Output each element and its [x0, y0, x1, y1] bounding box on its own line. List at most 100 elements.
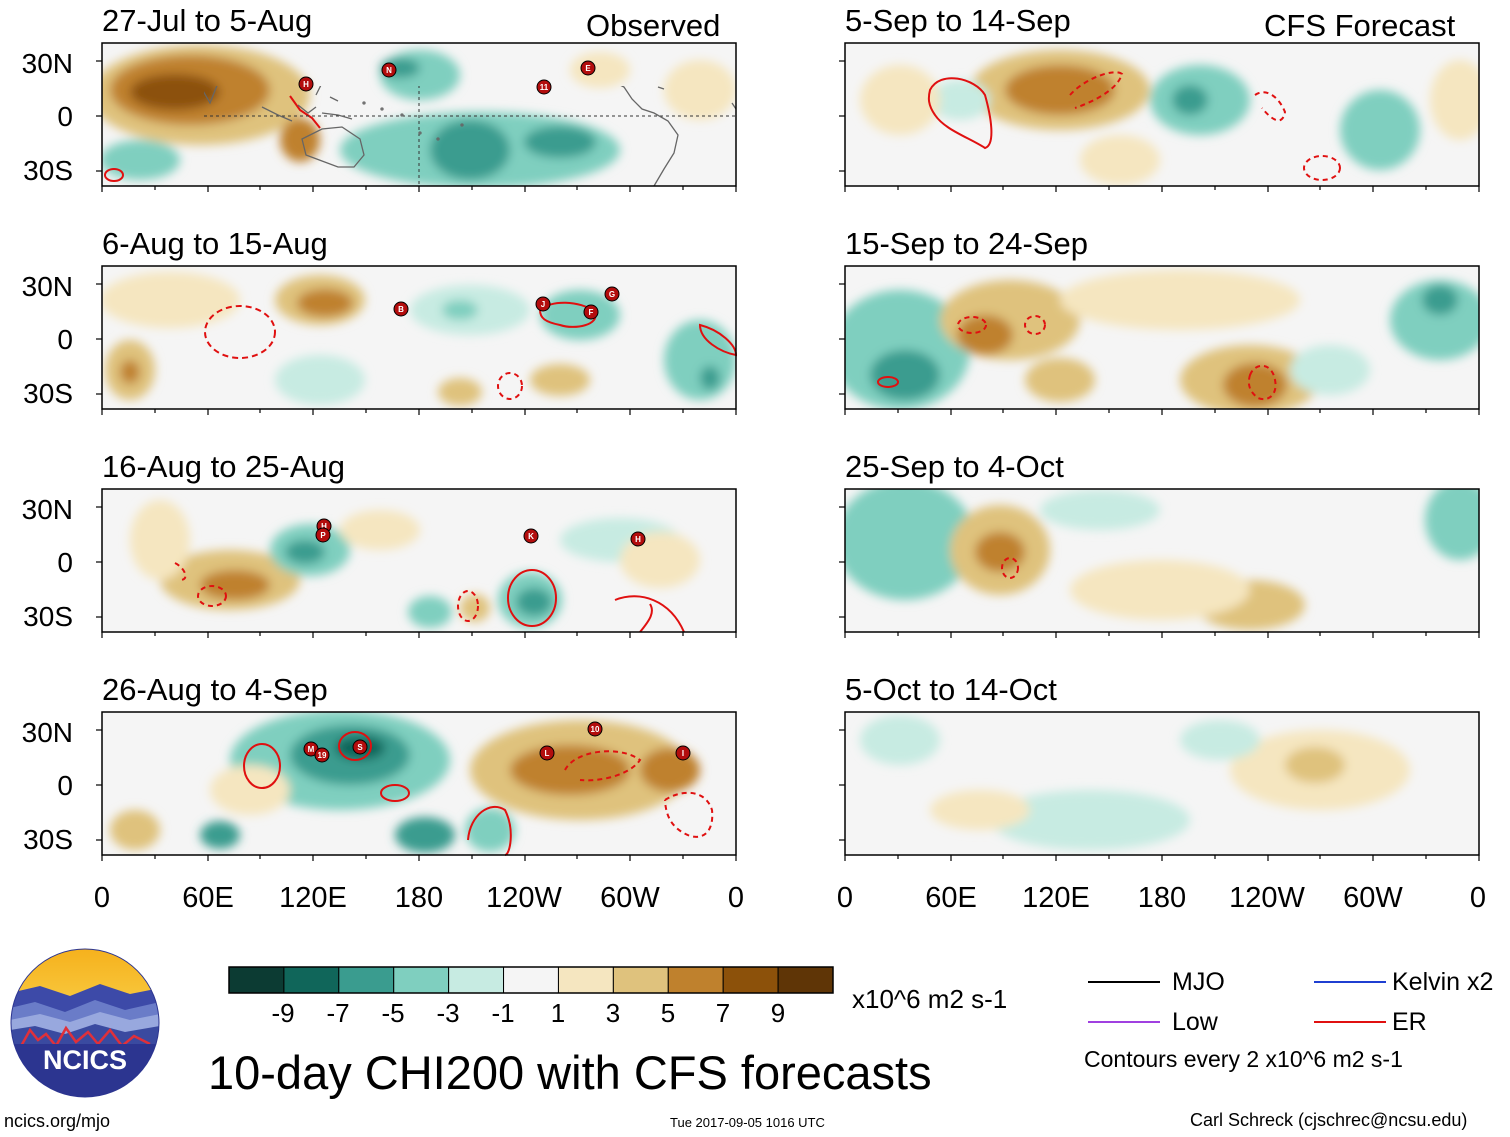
legend-er: [1314, 1008, 1386, 1034]
colorbar-tick: 1: [550, 998, 566, 1028]
lat-label-eq: 0: [57, 101, 73, 132]
colorbar-tick: 9: [770, 998, 786, 1028]
panel-title: 5-Oct to 14-Oct: [845, 672, 1057, 707]
map-panel-forecast-3: [838, 488, 1480, 639]
storm-label: H: [635, 535, 641, 544]
storm-marker: M: [303, 741, 319, 757]
colorbar-units: x10^6 m2 s-1: [852, 984, 1008, 1014]
lon-label: 180: [394, 882, 444, 914]
storm-marker: 11: [536, 79, 552, 95]
storm-marker: 10: [587, 721, 603, 737]
map-panel-forecast-4: [838, 711, 1480, 862]
lon-label: 0: [93, 882, 111, 914]
main-title: 10-day CHI200 with CFS forecasts: [208, 1046, 932, 1099]
legend-mjo-line: [1088, 981, 1160, 983]
map-panel-observed-4: [95, 711, 737, 862]
colorbar-tick: 5: [660, 998, 676, 1028]
lon-label: 60E: [925, 882, 977, 914]
storm-label: F: [589, 308, 594, 317]
storm-marker: K: [523, 528, 539, 544]
storm-marker: L: [539, 745, 555, 761]
lat-label-30s: 30S: [23, 824, 73, 855]
lon-label: 60W: [1343, 882, 1403, 914]
legend-kelvin-line: [1314, 981, 1386, 983]
colorbar-box: [557, 966, 614, 994]
storm-marker: 19: [314, 747, 330, 763]
colorbar-tick: 7: [715, 998, 731, 1028]
legend-er-line: [1314, 1021, 1386, 1023]
lon-label: 120W: [1229, 882, 1305, 914]
colorbar-box: [393, 966, 450, 994]
colorbar-box: [777, 966, 834, 994]
lon-label: 60W: [600, 882, 660, 914]
panel-title: 5-Sep to 14-Sep: [845, 3, 1071, 38]
ncics-logo: NCICS: [10, 948, 160, 1098]
lon-label: 0: [836, 882, 854, 914]
legend-low: [1088, 1008, 1160, 1034]
legend-low-line: [1088, 1021, 1160, 1023]
legend-er-label: ER: [1392, 1008, 1427, 1036]
colorbar-box: [283, 966, 340, 994]
storm-marker: N: [381, 62, 397, 78]
author: Carl Schreck (cjschrec@ncsu.edu): [1190, 1110, 1468, 1130]
colorbar-tick: -9: [271, 998, 295, 1028]
storm-marker: B: [393, 301, 409, 317]
panel-title: 16-Aug to 25-Aug: [102, 449, 346, 484]
panel-title: 6-Aug to 15-Aug: [102, 226, 328, 261]
storm-marker: J: [535, 296, 551, 312]
panel-title: 27-Jul to 5-Aug: [102, 3, 313, 38]
forecast-label: CFS Forecast: [1264, 8, 1456, 43]
colorbar: [228, 966, 834, 994]
colorbar-box: [338, 966, 395, 994]
storm-marker: H: [630, 531, 646, 547]
storm-marker: I: [675, 745, 691, 761]
lon-label: 0: [727, 882, 745, 914]
storm-label: E: [585, 64, 591, 73]
lon-label: 120E: [279, 882, 347, 914]
storm-label: B: [398, 305, 404, 314]
observed-label: Observed: [586, 8, 721, 43]
lon-label: 120E: [1022, 882, 1090, 914]
storm-label: J: [541, 300, 545, 309]
colorbar-tick: -7: [326, 998, 350, 1028]
colorbar-tick-labels: -9 -7 -5 -3 -1 1 3 5 7 9: [228, 998, 834, 1028]
colorbar-box: [448, 966, 505, 994]
colorbar-box: [667, 966, 724, 994]
storm-label: N: [386, 66, 392, 75]
lat-label-eq: 0: [57, 547, 73, 578]
storm-label: M: [308, 745, 315, 754]
lat-label-eq: 0: [57, 324, 73, 355]
colorbar-box: [722, 966, 779, 994]
contour-note: Contours every 2 x10^6 m2 s-1: [1084, 1046, 1403, 1072]
colorbar-box: [612, 966, 669, 994]
storm-marker: G: [604, 286, 620, 302]
lat-label-30n: 30N: [21, 271, 73, 302]
storm-label: G: [609, 290, 615, 299]
storm-label: 11: [540, 83, 549, 92]
legend: MJO Kelvin x2 Low ER Contours every 2 x1…: [1084, 968, 1508, 1078]
panel-title: 15-Sep to 24-Sep: [845, 226, 1089, 261]
colorbar-box: [228, 966, 285, 994]
storm-label: 19: [318, 751, 327, 760]
colorbar-tick: 3: [605, 998, 621, 1028]
map-panel-forecast-1: [838, 42, 1480, 193]
storm-label: H: [321, 522, 327, 531]
lat-label-30n: 30N: [21, 48, 73, 79]
lon-label: 180: [1137, 882, 1187, 914]
storm-label: L: [545, 749, 550, 758]
lon-label: 0: [1469, 882, 1487, 914]
legend-kelvin-label: Kelvin x2: [1392, 968, 1494, 996]
lat-label-30s: 30S: [23, 155, 73, 186]
storm-marker: E: [580, 60, 596, 76]
storm-marker: H: [298, 76, 314, 92]
lon-label: 60E: [182, 882, 234, 914]
storm-marker: F: [583, 304, 599, 320]
legend-mjo-label: MJO: [1172, 968, 1225, 996]
panel-title: 26-Aug to 4-Sep: [102, 672, 328, 707]
panel-title: 25-Sep to 4-Oct: [845, 449, 1064, 484]
map-panel-observed-3: [95, 488, 737, 639]
legend-kelvin: [1314, 968, 1386, 994]
site-link[interactable]: ncics.org/mjo: [4, 1111, 111, 1131]
